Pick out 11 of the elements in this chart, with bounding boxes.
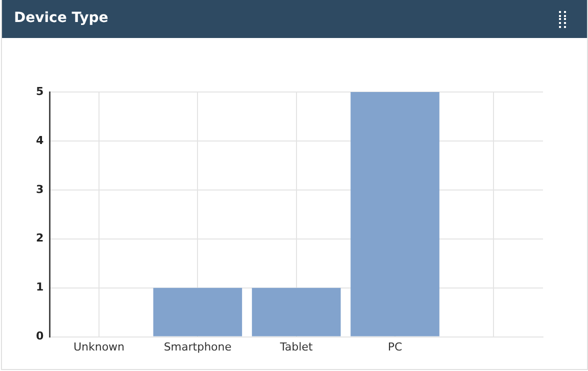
x-tick-label: Unknown bbox=[73, 340, 125, 354]
y-tick-label: 5 bbox=[36, 84, 44, 98]
chart-title: Device Type bbox=[14, 10, 108, 26]
x-tick-label: Tablet bbox=[278, 340, 314, 354]
y-tick-label: 0 bbox=[36, 330, 44, 343]
x-tick-label: Smartphone bbox=[164, 340, 232, 354]
y-tick-label: 3 bbox=[36, 182, 44, 196]
x-tick-label: PC bbox=[388, 340, 402, 354]
y-tick-label: 2 bbox=[36, 232, 44, 245]
y-tick-label: 4 bbox=[36, 134, 44, 147]
y-tick-label: 1 bbox=[36, 280, 44, 294]
